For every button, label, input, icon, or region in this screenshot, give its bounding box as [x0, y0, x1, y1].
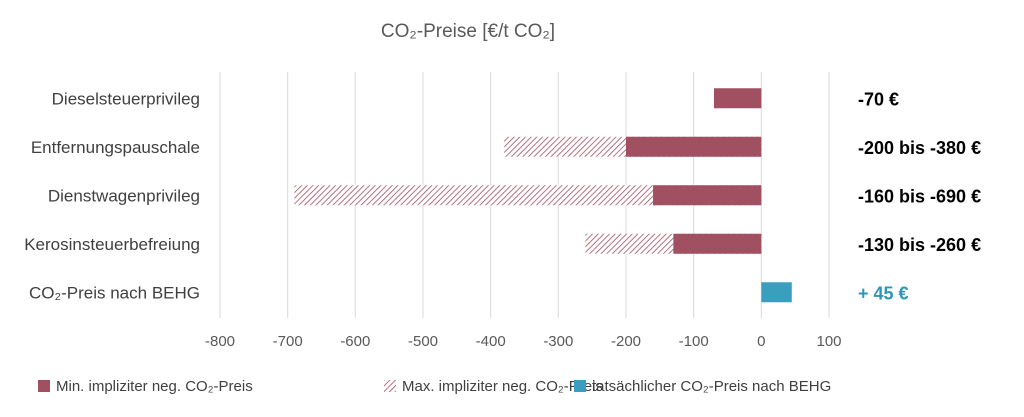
category-labels: Dieselsteuerprivileg Entfernungspauschale… — [24, 89, 200, 302]
data-label: -130 bis -260 € — [858, 235, 981, 255]
x-tick-label: 0 — [757, 333, 765, 350]
x-tick-label: -700 — [273, 333, 303, 350]
bars-layer — [294, 88, 792, 303]
data-label: -70 € — [858, 89, 899, 109]
legend-swatch — [38, 380, 50, 392]
x-tick-label: -100 — [679, 333, 709, 350]
x-tick-label: -600 — [340, 333, 370, 350]
x-tick-label: -300 — [543, 333, 573, 350]
data-label: -160 bis -690 € — [858, 186, 981, 206]
x-tick-label: -500 — [408, 333, 438, 350]
bar-min — [653, 185, 762, 206]
legend-label: tatsächlicher CO₂-Preis nach BEHG — [592, 378, 831, 395]
category-label: Entfernungspauschale — [31, 138, 200, 157]
bar-min — [673, 233, 762, 254]
legend: Min. impliziter neg. CO₂-Preis Max. impli… — [38, 378, 831, 395]
bar-min — [626, 136, 762, 157]
data-label: + 45 € — [858, 283, 909, 303]
annotations: -70 € -200 bis -380 € -160 bis -690 € -130 … — [858, 89, 981, 303]
legend-label: Max. impliziter neg. CO₂-Preis — [402, 378, 603, 395]
legend-swatch — [384, 380, 396, 392]
x-tick-label: 100 — [816, 333, 841, 350]
category-label: Dieselsteuerprivileg — [52, 89, 200, 108]
x-tick-label: -800 — [205, 333, 235, 350]
bar-max — [294, 185, 762, 206]
category-label: CO₂-Preis nach BEHG — [29, 283, 200, 302]
category-label: Kerosinsteuerbefreiung — [24, 235, 200, 254]
chart-title: CO₂-Preise [€/t CO₂] — [381, 21, 555, 42]
legend-swatch — [574, 380, 586, 392]
data-label: -200 bis -380 € — [858, 138, 981, 158]
bar-behg — [761, 282, 792, 303]
x-tick-label: -200 — [611, 333, 641, 350]
x-tick-label: -400 — [476, 333, 506, 350]
x-axis-ticks: -800 -700 -600 -500 -400 -300 -200 -100 0 100 — [205, 333, 842, 350]
category-label: Dienstwagenprivileg — [48, 186, 200, 205]
legend-label: Min. impliziter neg. CO₂-Preis — [56, 378, 253, 395]
bar-min — [713, 88, 762, 109]
